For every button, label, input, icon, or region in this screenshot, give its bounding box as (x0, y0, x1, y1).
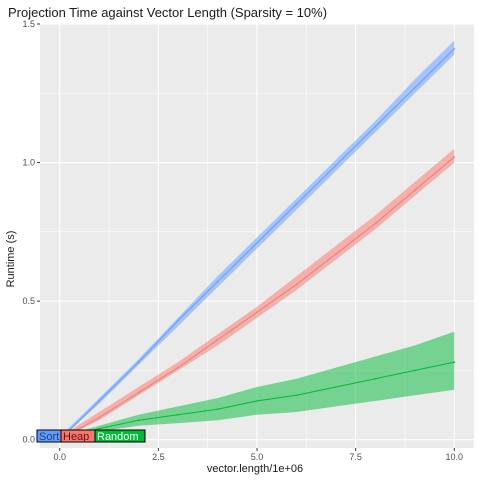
point-sort-8 (375, 126, 377, 128)
x-tick-label-4: 10.0 (446, 452, 464, 462)
x-axis-label: vector.length/1e+06 (207, 463, 303, 475)
point-heap-8 (375, 223, 377, 225)
point-heap-2 (138, 392, 140, 394)
chart-title: Projection Time against Vector Length (S… (8, 5, 327, 20)
y-tick-label-3: 1.5 (22, 19, 35, 29)
point-random-5 (256, 400, 258, 402)
point-sort-3 (177, 320, 179, 322)
point-random-7 (335, 386, 337, 388)
point-heap-1 (98, 417, 100, 419)
point-heap-4 (217, 339, 219, 341)
point-sort-1 (98, 400, 100, 402)
y-tick-label-1: 0.5 (22, 296, 35, 306)
point-heap-10 (453, 156, 455, 158)
point-sort-4 (217, 281, 219, 283)
point-sort-6 (296, 203, 298, 205)
point-random-10 (453, 361, 455, 363)
point-random-8 (375, 378, 377, 380)
point-random-2 (138, 419, 140, 421)
legend: Sort Heap Random (37, 430, 145, 443)
y-tick-label-0: 0.0 (22, 435, 35, 445)
x-tick-label-0: 0.0 (53, 452, 66, 462)
x-tick-label-1: 2.5 (152, 452, 165, 462)
legend-label-random: Random (97, 431, 139, 443)
point-random-4 (217, 408, 219, 410)
y-axis-label: Runtime (s) (5, 231, 17, 288)
point-sort-2 (138, 361, 140, 363)
point-heap-3 (177, 367, 179, 369)
legend-label-sort: Sort (39, 431, 59, 443)
point-random-6 (296, 395, 298, 397)
point-sort-9 (414, 87, 416, 89)
point-random-9 (414, 370, 416, 372)
legend-label-heap: Heap (63, 431, 89, 443)
point-random-1 (98, 428, 100, 430)
point-heap-9 (414, 189, 416, 191)
x-tick-label-3: 7.5 (349, 452, 362, 462)
point-sort-7 (335, 165, 337, 167)
point-sort-10 (453, 48, 455, 50)
x-tick-label-2: 5.0 (251, 452, 264, 462)
point-sort-5 (256, 242, 258, 244)
y-tick-label-2: 1.0 (22, 158, 35, 168)
point-heap-7 (335, 253, 337, 255)
point-heap-6 (296, 284, 298, 286)
point-heap-5 (256, 311, 258, 313)
point-random-3 (177, 414, 179, 416)
